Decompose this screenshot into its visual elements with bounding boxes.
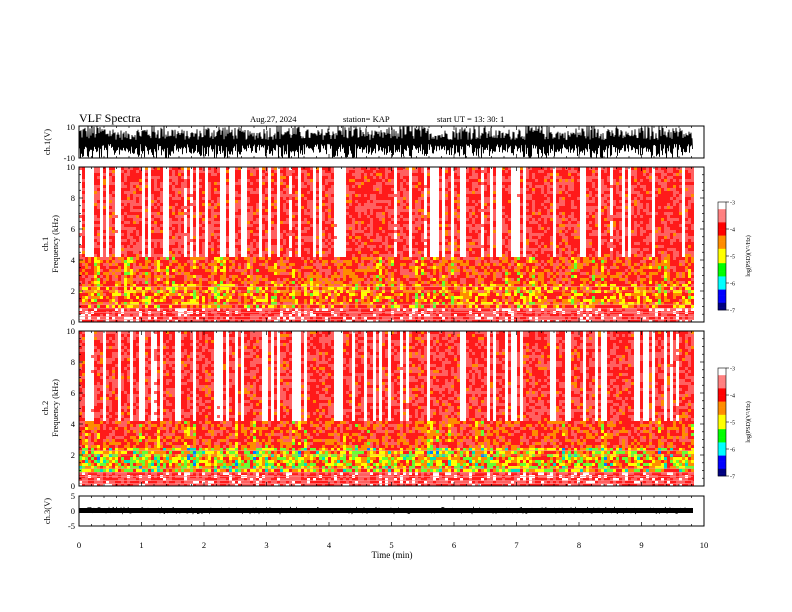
spectrogram-ch1-panel: 0 2 4 6 8 10 ch.1 Frequency (kHz) <box>40 162 705 327</box>
spectrogram-ch2-image <box>79 331 694 486</box>
ch1-waveform-ylabel: ch.1(V) <box>42 129 52 155</box>
waveform-ch3-panel: 5 0 -5 ch.3(V) 0 1 2 3 4 5 6 7 8 9 10 Time (min) <box>42 491 708 560</box>
colorbar-tick-label: -3 <box>730 367 735 373</box>
ch1-frequency-ytick-label: 8 <box>71 193 75 203</box>
ch1-ytick-bottom: -10 <box>64 153 75 163</box>
ch3-ytick-top: 5 <box>71 491 75 501</box>
time-tick-label: 2 <box>202 540 206 550</box>
ch2-frequency-ylabel: Frequency (kHz) <box>50 379 60 437</box>
station-label: station= KAP <box>343 114 390 124</box>
ch2-frequency-ytick-label: 10 <box>67 326 76 336</box>
waveform-ch3-trace <box>79 508 693 513</box>
ch3-ytick-mid: 0 <box>71 506 75 516</box>
colorbar-tick-label: -4 <box>730 228 735 234</box>
ch1-frequency-ytick-label: 2 <box>71 286 75 296</box>
spectrogram-ch2-panel: 0 2 4 6 8 10 ch.2 Frequency (kHz) <box>40 326 705 491</box>
ch1-channel-label: ch.1 <box>40 237 50 251</box>
time-tick-label: 5 <box>389 540 393 550</box>
colorbar-ch1: -3 -4 -5 -6 -7 log(PSD)(V²/Hz) <box>717 201 752 315</box>
colorbar-tick-label: -7 <box>730 475 735 481</box>
colorbar-label: log(PSD)(V²/Hz) <box>745 235 752 276</box>
ch1-frequency-ylabel: Frequency (kHz) <box>50 215 60 273</box>
ch1-ytick-top: 10 <box>67 122 76 132</box>
colorbar-tick-label: -7 <box>730 309 735 315</box>
colorbar-tick-label: -5 <box>730 255 735 261</box>
start-time-label: start UT = 13: 30: 1 <box>437 114 504 124</box>
ch3-ytick-bottom: -5 <box>68 521 75 531</box>
colorbar-tick-label: -5 <box>730 421 735 427</box>
waveform-ch1-panel: 10 -10 ch.1(V) <box>42 122 705 163</box>
time-tick-label: 8 <box>577 540 581 550</box>
colorbar-tick-label: -6 <box>730 448 735 454</box>
spectrogram-ch1-image <box>79 167 694 322</box>
ch2-frequency-ytick-label: 6 <box>71 388 75 398</box>
ch2-frequency-ytick-label: 8 <box>71 357 75 367</box>
ch2-frequency-ytick-label: 0 <box>71 481 75 491</box>
ch1-frequency-ytick-label: 0 <box>71 317 75 327</box>
ch2-frequency-ytick-label: 2 <box>71 450 75 460</box>
time-xlabel: Time (min) <box>372 550 413 560</box>
time-tick-label: 9 <box>639 540 643 550</box>
colorbar-tick-label: -4 <box>730 394 735 400</box>
ch1-frequency-ytick-label: 4 <box>71 255 76 265</box>
colorbar-tick-label: -3 <box>730 201 735 207</box>
chart-title: VLF Spectra <box>79 111 141 126</box>
time-tick-label: 1 <box>139 540 143 550</box>
waveform-ch1-trace <box>79 126 693 158</box>
ch2-frequency-ytick-label: 4 <box>71 419 76 429</box>
ch2-channel-label: ch.2 <box>40 401 50 415</box>
time-tick-label: 6 <box>452 540 456 550</box>
colorbar-tick-label: -6 <box>730 282 735 288</box>
date-label: Aug.27, 2024 <box>250 114 297 124</box>
ch3-waveform-ylabel: ch.3(V) <box>42 498 52 524</box>
time-tick-label: 0 <box>77 540 81 550</box>
ch1-frequency-ytick-label: 6 <box>71 224 75 234</box>
time-tick-label: 3 <box>264 540 268 550</box>
colorbar-ch2: -3 -4 -5 -6 -7 log(PSD)(V²/Hz) <box>717 367 752 481</box>
time-tick-label: 10 <box>700 540 709 550</box>
colorbar-label: log(PSD)(V²/Hz) <box>745 401 752 442</box>
ch1-frequency-ytick-label: 10 <box>67 162 76 172</box>
time-tick-label: 4 <box>327 540 332 550</box>
time-tick-label: 7 <box>514 540 518 550</box>
